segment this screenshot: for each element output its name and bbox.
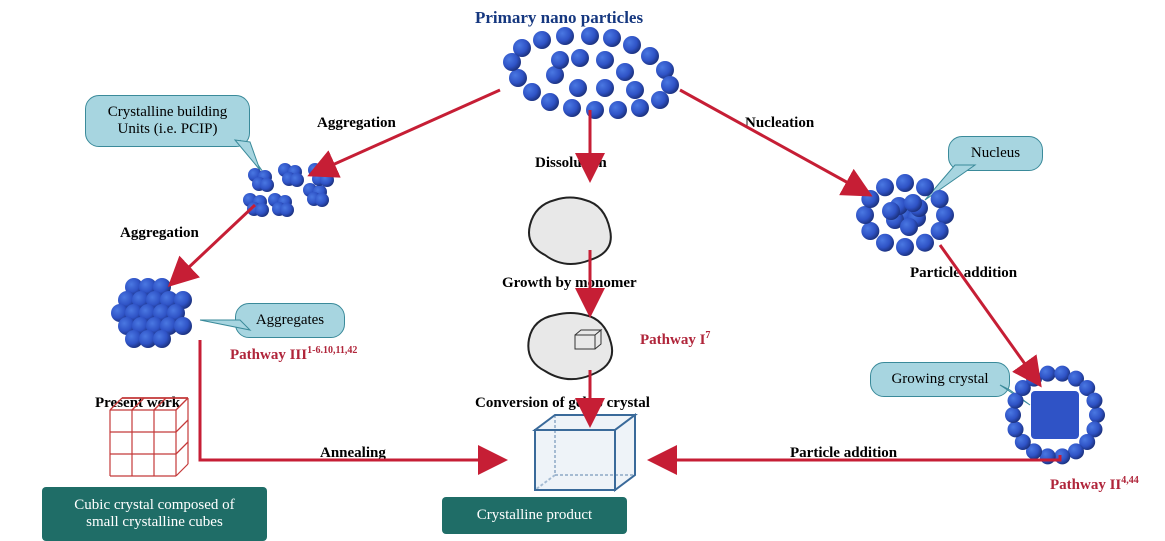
pathway-2: Pathway II4,44: [1050, 475, 1139, 494]
label-presentwork: Present work: [95, 395, 180, 412]
label-annealing: Annealing: [320, 445, 386, 462]
dissolution-blob1: [529, 198, 611, 265]
callout-aggregates-line1: Aggregates: [250, 312, 330, 329]
cluster-aggregates: [111, 278, 192, 348]
endbox-cubic-line1: Cubic crystal composed of: [56, 497, 253, 514]
label-conversion: Conversion of gel to crystal: [475, 395, 650, 412]
label-particle1: Particle addition: [910, 265, 1017, 282]
label-aggregation2: Aggregation: [120, 225, 199, 242]
callout-pcip-line1: Crystalline building: [100, 104, 235, 121]
pathway-1: Pathway I7: [640, 330, 710, 349]
dissolution-blob2: [528, 313, 612, 379]
diagram-title: Primary nano particles: [475, 8, 643, 28]
endbox-product: Crystalline product: [442, 497, 627, 534]
callout-growing: Growing crystal: [870, 362, 1010, 397]
pathway-1-sup: 7: [705, 330, 710, 341]
pathway-3-text: Pathway III: [230, 347, 307, 363]
pathway-3: Pathway III1-6.10,11,42: [230, 345, 357, 364]
pathway-3-sup: 1-6.10,11,42: [307, 345, 357, 356]
cluster-nucleus: [856, 174, 954, 256]
callout-tail-pcip: [240, 140, 265, 175]
callout-pcip: Crystalline building Units (i.e. PCIP): [85, 95, 250, 147]
callout-pcip-line2: Units (i.e. PCIP): [100, 121, 235, 138]
endbox-product-line1: Crystalline product: [456, 507, 613, 524]
callout-aggregates: Aggregates: [235, 303, 345, 338]
label-growth: Growth by monomer: [502, 275, 637, 292]
cluster-primary: [503, 27, 679, 119]
callout-nucleus-line1: Nucleus: [963, 145, 1028, 162]
callout-nucleus: Nucleus: [948, 136, 1043, 171]
label-particle2: Particle addition: [790, 445, 897, 462]
callout-growing-line1: Growing crystal: [885, 371, 995, 388]
label-dissolution: Dissolution: [535, 155, 607, 172]
label-aggregation1: Aggregation: [317, 115, 396, 132]
crystalline-product: [535, 415, 635, 490]
pathway-2-text: Pathway II: [1050, 477, 1121, 493]
pathway-2-sup: 4,44: [1121, 475, 1139, 486]
endbox-cubic: Cubic crystal composed of small crystall…: [42, 487, 267, 541]
cluster-pcip: [243, 163, 334, 217]
label-nucleation: Nucleation: [745, 115, 814, 132]
endbox-cubic-line2: small crystalline cubes: [56, 514, 253, 531]
pathway-1-text: Pathway I: [640, 332, 705, 348]
cluster-growing: [1005, 366, 1105, 465]
